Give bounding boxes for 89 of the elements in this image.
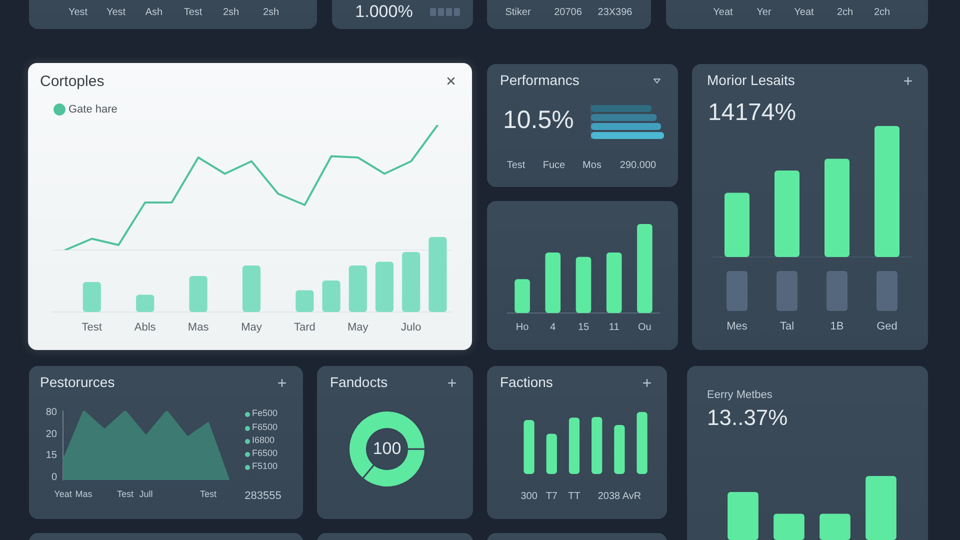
text: Mos [582, 160, 602, 170]
x-tick-label: Yeat [54, 488, 72, 499]
x-tick-label: 2038 AvR [598, 490, 642, 502]
annotation: 80 [46, 406, 57, 418]
chart-title: Fandocts [330, 374, 388, 391]
bar [591, 114, 657, 122]
x-tick-label: Test [82, 322, 102, 334]
text: F6500 [252, 422, 278, 433]
bar [592, 416, 602, 474]
bar [614, 425, 625, 474]
x-tick-label: Mes [726, 320, 748, 333]
bar [82, 282, 101, 312]
x-tick-label: T7 [546, 490, 558, 502]
bar [375, 262, 394, 312]
x-tick-label: Julo [401, 322, 422, 334]
x-tick-label: TT [568, 490, 580, 502]
x-tick-label: 300 [520, 490, 538, 502]
bar [591, 104, 652, 112]
text: F6500 [252, 448, 278, 459]
text: 14174% [708, 98, 796, 126]
x-tick-label: May [241, 322, 262, 334]
legend-label: Gate hare [68, 104, 118, 116]
text: 100 [372, 438, 402, 458]
text: 13..37% [707, 404, 788, 430]
chart-title: Cortoples [40, 72, 104, 90]
x-tick-label: 15 [578, 322, 590, 333]
bar [576, 256, 592, 313]
bar [545, 252, 561, 313]
bar [824, 158, 850, 257]
chart-title: Eerry Metbes [707, 388, 772, 402]
x-tick-label: Abls [134, 322, 156, 334]
x-tick-label: Jull [139, 488, 153, 499]
bar [724, 192, 750, 257]
text: 1.000% [355, 2, 413, 22]
text: 23X396 [598, 6, 632, 18]
bar [428, 237, 447, 312]
bar [348, 266, 367, 312]
text: 283555 [244, 490, 282, 502]
bar [514, 279, 530, 313]
text: 290.000 [620, 160, 656, 170]
bar [189, 276, 208, 312]
bar [136, 294, 154, 312]
text: F5100 [252, 461, 278, 472]
chart-title: Factions [500, 374, 553, 391]
text: Yeat [794, 6, 814, 18]
text: Yeat [713, 6, 733, 18]
x-tick-label: 4 [550, 322, 556, 333]
chart-title: Morior Lesaits [707, 72, 795, 89]
x-tick-label: Ho [516, 322, 530, 333]
x-tick-label: Tal [780, 320, 794, 333]
bar [242, 266, 261, 312]
text: 20706 [554, 6, 582, 18]
x-tick-label: 11 [608, 322, 620, 333]
bar [296, 290, 314, 312]
bar [636, 412, 648, 474]
x-tick-label: Test [116, 488, 134, 499]
x-tick-label: Mas [188, 322, 210, 334]
x-tick-label: May [348, 322, 369, 334]
bar [606, 252, 622, 313]
x-tick-label: 1B [830, 320, 844, 333]
bar [568, 418, 580, 474]
bar [322, 280, 340, 312]
bar [402, 252, 420, 312]
chart-title: Pestorurces [40, 374, 115, 391]
x-tick-label: Tard [294, 322, 316, 334]
text: Fe500 [252, 408, 278, 419]
annotation: 20 [46, 428, 57, 440]
text: 10.5% [503, 106, 574, 135]
bar [591, 132, 664, 140]
text: 2ch [874, 6, 890, 18]
x-tick-label: Mas [75, 488, 93, 499]
bar [591, 122, 662, 130]
text: Stiker [505, 6, 531, 18]
text: Yer [756, 6, 772, 18]
x-tick-label: Ou [638, 322, 652, 333]
annotation: 0 [51, 472, 57, 482]
x-tick-label: Test [200, 488, 217, 499]
text: Fuce [542, 160, 566, 170]
annotation: 15 [46, 450, 57, 460]
bar [874, 126, 900, 257]
text: I6800 [252, 435, 275, 446]
x-tick-label: Ged [876, 320, 898, 333]
bar [546, 434, 557, 474]
bar [637, 224, 652, 313]
chart-title: Performancs [500, 72, 580, 89]
bar [524, 420, 534, 474]
text: Test [506, 160, 526, 170]
bar [774, 170, 800, 257]
text: 2ch [836, 6, 854, 18]
